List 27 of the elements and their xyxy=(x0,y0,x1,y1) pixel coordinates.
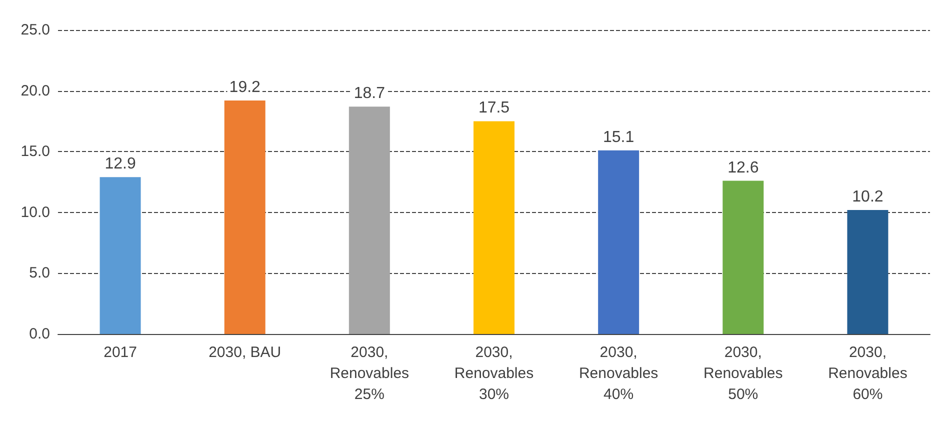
y-tick-label: 20.0 xyxy=(20,82,50,100)
x-tick-label: 2030, BAU xyxy=(208,344,282,361)
bar xyxy=(598,150,640,334)
x-tick-label: 2030, Renovables 30% xyxy=(454,344,534,403)
y-tick-label: 10.0 xyxy=(20,204,50,221)
y-tick-label: 25.0 xyxy=(20,22,50,38)
data-label: 17.5 xyxy=(478,100,510,117)
bar xyxy=(348,106,390,334)
data-label: 15.1 xyxy=(603,128,634,146)
data-label: 18.7 xyxy=(354,85,386,102)
y-tick-label: 0.0 xyxy=(29,326,50,342)
x-tick-label: 2030, Renovables 25% xyxy=(330,344,410,403)
bar xyxy=(722,180,764,334)
x-tick-label: 2017 xyxy=(104,344,137,361)
y-tick-label: 15.0 xyxy=(20,143,50,160)
y-tick-label: 5.0 xyxy=(29,264,50,282)
x-tick-label: 2030, Renovables 60% xyxy=(828,344,908,403)
bar xyxy=(224,100,266,334)
data-label: 10.2 xyxy=(852,188,884,206)
data-label: 12.6 xyxy=(728,159,759,176)
data-label: 12.9 xyxy=(104,156,136,173)
x-tick-label: 2030, Renovables 40% xyxy=(578,344,658,403)
data-label: 19.2 xyxy=(229,79,261,96)
x-tick-label: 2030, Renovables 50% xyxy=(704,344,783,403)
bar xyxy=(100,177,141,334)
bar xyxy=(474,121,514,334)
bar xyxy=(847,210,888,334)
